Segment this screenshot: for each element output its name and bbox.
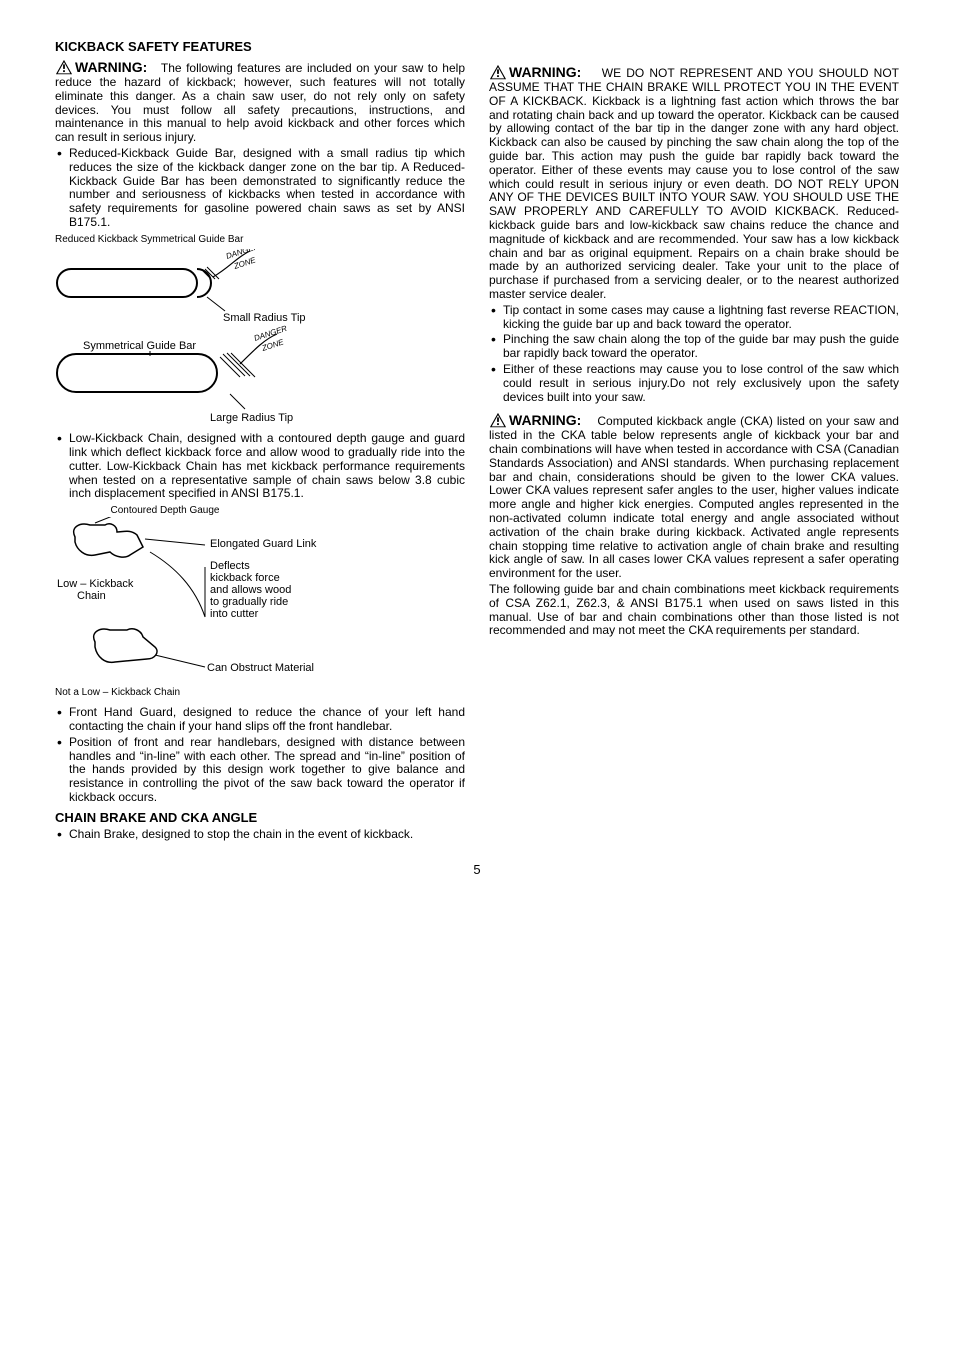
warning-icon: [489, 64, 507, 80]
list-item: Low-Kickback Chain, designed with a cont…: [69, 432, 465, 501]
diagram-guide-bars: DANGER ZONE Small Radius Tip Symmetrical…: [55, 249, 465, 424]
bullet-list-1: Reduced-Kickback Guide Bar, designed wit…: [55, 147, 465, 230]
list-item: Either of these reactions may cause you …: [503, 363, 899, 404]
svg-text:into cutter: into cutter: [210, 608, 259, 620]
svg-text:and allows wood: and allows wood: [210, 584, 291, 596]
list-item: Pinching the saw chain along the top of …: [503, 333, 899, 361]
heading-kickback-features: KICKBACK SAFETY FEATURES: [55, 40, 465, 55]
label-not-low-kickback: Not a Low – Kickback Chain: [55, 687, 465, 699]
bullet-list-3: Front Hand Guard, designed to reduce the…: [55, 706, 465, 805]
bullet-list-2: Low-Kickback Chain, designed with a cont…: [55, 432, 465, 501]
warning-icon: [55, 59, 73, 75]
svg-text:to gradually ride: to gradually ride: [210, 596, 288, 608]
svg-text:Small Radius Tip: Small Radius Tip: [223, 312, 306, 324]
svg-text:Elongated Guard Link: Elongated Guard Link: [210, 538, 317, 550]
svg-text:Symmetrical Guide Bar: Symmetrical Guide Bar: [83, 340, 196, 352]
svg-text:Low – Kickback: Low – Kickback: [57, 578, 134, 590]
svg-text:Chain: Chain: [77, 590, 106, 602]
bullet-list-4: Chain Brake, designed to stop the chain …: [55, 828, 465, 842]
list-item: Chain Brake, designed to stop the chain …: [69, 828, 465, 842]
page-number: 5: [55, 863, 899, 878]
svg-text:Deflects: Deflects: [210, 560, 250, 572]
svg-text:Large Radius Tip: Large Radius Tip: [210, 412, 293, 424]
list-item: Position of front and rear handlebars, d…: [69, 736, 465, 805]
warning-icon: [489, 412, 507, 428]
two-column-layout: KICKBACK SAFETY FEATURES WARNING: The fo…: [55, 40, 899, 845]
svg-text:kickback force: kickback force: [210, 572, 280, 584]
warning-3: WARNING: Computed kickback angle (CKA) l…: [489, 412, 899, 581]
bullet-list-5: Tip contact in some cases may cause a li…: [489, 304, 899, 405]
warning-1: WARNING: The following features are incl…: [55, 59, 465, 145]
svg-text:Can Obstruct Material: Can Obstruct Material: [207, 662, 314, 674]
page: KICKBACK SAFETY FEATURES WARNING: The fo…: [0, 0, 954, 918]
diagram-1-caption: Reduced Kickback Symmetrical Guide Bar: [55, 234, 465, 246]
warning-2: WARNING: WE DO NOT REPRESENT AND YOU SHO…: [489, 64, 899, 302]
right-column: WARNING: WE DO NOT REPRESENT AND YOU SHO…: [489, 40, 899, 845]
list-item: Tip contact in some cases may cause a li…: [503, 304, 899, 332]
warning-3-label: WARNING:: [509, 413, 581, 429]
svg-text:DANGER: DANGER: [253, 324, 289, 343]
left-column: KICKBACK SAFETY FEATURES WARNING: The fo…: [55, 40, 465, 845]
label-contoured-depth-gauge: Contoured Depth Gauge: [55, 505, 275, 517]
heading-chain-brake: CHAIN BRAKE AND CKA ANGLE: [55, 811, 465, 826]
tail-paragraph: The following guide bar and chain combin…: [489, 583, 899, 638]
diagram-chain-links: Contoured Depth Gauge Elongated Guard Li…: [55, 505, 465, 698]
warning-2-label: WARNING:: [509, 64, 581, 80]
list-item: Reduced-Kickback Guide Bar, designed wit…: [69, 147, 465, 230]
warning-1-label: WARNING:: [75, 59, 147, 75]
warning-3-text: Computed kickback angle (CKA) listed on …: [489, 415, 899, 581]
list-item: Front Hand Guard, designed to reduce the…: [69, 706, 465, 734]
warning-2-text: WE DO NOT REPRESENT AND YOU SHOULD NOT A…: [489, 66, 899, 301]
